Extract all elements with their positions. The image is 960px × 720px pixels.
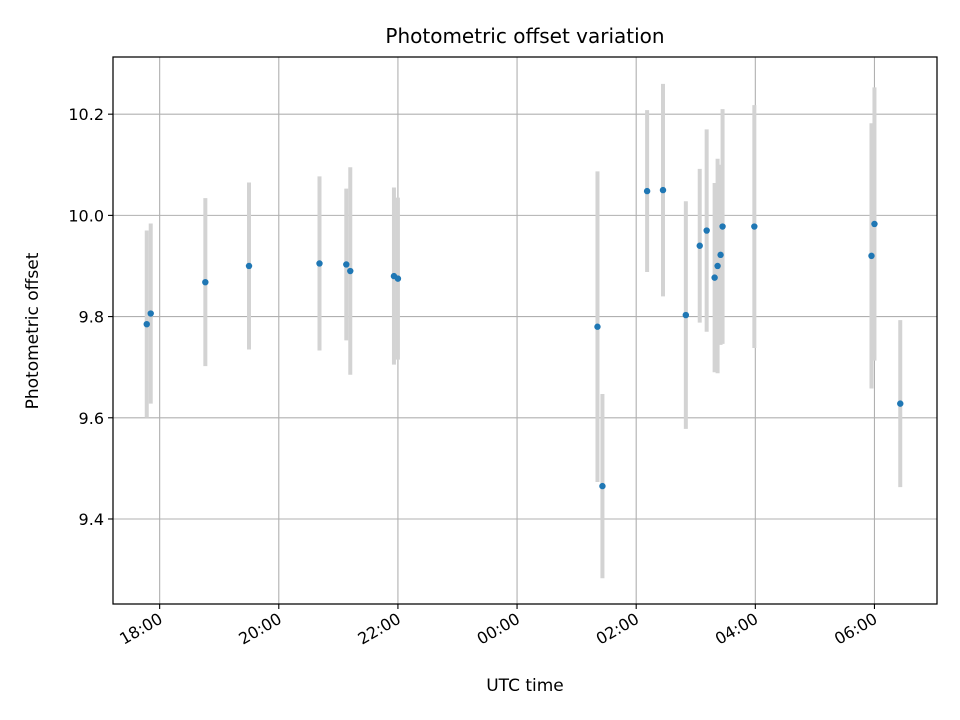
x-tick-label: 04:00 [712, 609, 761, 649]
y-tick-label: 9.6 [79, 409, 104, 428]
data-point [347, 267, 354, 275]
x-tick-label: 22:00 [354, 609, 403, 649]
data-point [143, 320, 150, 328]
data-point [316, 260, 323, 267]
grid-lines [113, 57, 937, 604]
x-axis-ticks: 18:00 20:00 22:00 00:00 02:00 04:00 06:00 [116, 604, 880, 649]
data-point [868, 252, 875, 260]
data-point [717, 251, 724, 259]
data-point [871, 220, 878, 228]
error-bars [144, 83, 903, 579]
data-points [143, 186, 904, 490]
data-point [599, 482, 606, 490]
y-axis-ticks: 9.4 9.6 9.8 10.0 10.2 [68, 105, 113, 529]
data-point [751, 223, 758, 230]
data-point [714, 262, 721, 270]
data-point [394, 275, 402, 282]
y-tick-label: 9.4 [79, 510, 104, 529]
y-tick-label: 9.8 [79, 308, 104, 327]
data-point [711, 274, 718, 281]
data-point [703, 227, 710, 234]
data-point [147, 310, 154, 317]
x-axis-label: UTC time [486, 676, 564, 696]
x-tick-label: 06:00 [831, 609, 880, 649]
x-tick-label: 18:00 [116, 609, 165, 649]
chart-title: Photometric offset variation [385, 24, 664, 48]
y-tick-label: 10.0 [68, 206, 104, 225]
x-tick-label: 20:00 [235, 609, 284, 649]
data-point [343, 261, 350, 268]
x-tick-label: 00:00 [474, 609, 523, 649]
data-point [659, 186, 667, 194]
data-point [696, 242, 703, 249]
data-point [245, 262, 253, 270]
data-point [594, 323, 601, 330]
plot-frame [112, 56, 938, 605]
y-tick-label: 10.2 [68, 105, 104, 124]
x-tick-label: 02:00 [593, 609, 642, 649]
data-point [202, 278, 209, 286]
y-axis-label: Photometric offset [23, 252, 43, 409]
data-point [719, 223, 726, 230]
data-point [897, 400, 904, 407]
data-point [643, 187, 651, 195]
data-point [682, 311, 690, 319]
